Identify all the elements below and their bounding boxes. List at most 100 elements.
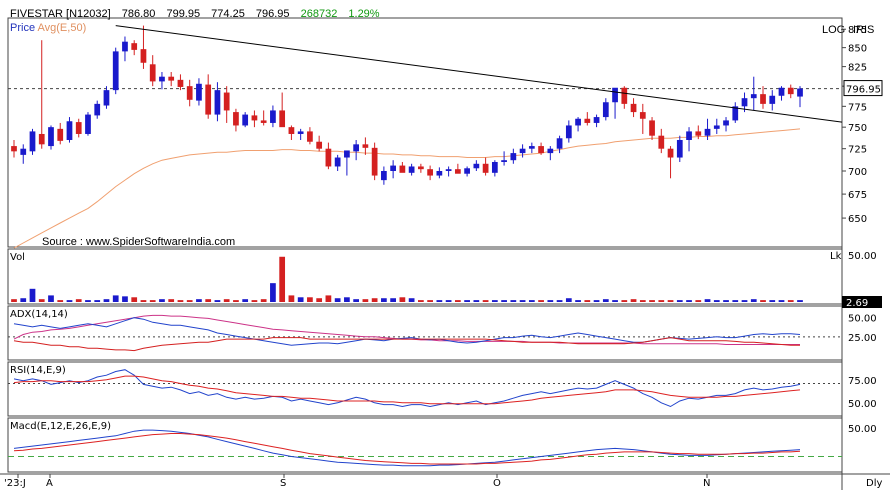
volume-bar: [519, 300, 526, 302]
volume-bar: [11, 299, 17, 302]
legend-avg: Avg(E,50): [37, 22, 87, 34]
vol-unit: Lk: [830, 251, 842, 262]
volume-bar: [159, 299, 165, 302]
volume-bar: [547, 300, 554, 302]
indicator-tick-label: 75.00: [848, 376, 877, 387]
candle-body: [242, 114, 249, 126]
volume-bar: [242, 299, 249, 302]
candle-body: [381, 170, 387, 181]
volume-bar: [353, 299, 360, 302]
iris-label[interactable]: IRIS: [853, 24, 875, 36]
candle-body: [177, 79, 184, 87]
volume-bar: [325, 295, 332, 302]
volume-bar: [473, 300, 480, 302]
last-price-label: 796.95: [846, 85, 881, 96]
volume-bar: [94, 300, 101, 302]
candle-body: [556, 138, 563, 149]
log-label[interactable]: LOG: [822, 24, 846, 36]
candle-body: [103, 90, 110, 106]
volume-bar: [390, 298, 396, 302]
pane-frame: [7, 305, 843, 361]
volume-bar: [445, 300, 452, 302]
candle-body: [149, 64, 156, 82]
volume-bar: [556, 300, 563, 302]
indicator-tick-label: 50.00: [848, 424, 877, 435]
candle-body: [750, 94, 757, 99]
candle-body: [122, 41, 128, 52]
price-legend: Price Avg(E,50): [10, 22, 86, 34]
volume-bar: [85, 300, 91, 302]
volume-bar: [288, 295, 295, 302]
volume-bar: [565, 298, 572, 302]
candle-body: [94, 103, 101, 116]
candle-body: [57, 128, 64, 141]
period-label: Dly: [866, 478, 882, 489]
volume-bar: [769, 300, 776, 302]
volume-value: 268732: [300, 8, 338, 20]
candle-body: [168, 76, 175, 81]
vol-last-label: 2.69: [846, 298, 868, 309]
volume-bar: [196, 299, 202, 302]
volume-bar: [713, 300, 720, 302]
candle-body: [436, 170, 443, 176]
candle-body: [85, 114, 91, 134]
price-tick-label: 725: [848, 145, 867, 156]
rsi-title: RSI(14,E,9): [10, 365, 66, 376]
volume-bar: [676, 300, 683, 302]
indicator-line: [13, 375, 801, 405]
volume-bar: [344, 297, 350, 302]
volume-bar: [602, 299, 609, 302]
volume-bar: [658, 300, 665, 302]
volume-bar: [436, 300, 443, 302]
candle-body: [713, 125, 720, 129]
candle-body: [473, 163, 480, 169]
volume-bar: [29, 288, 36, 302]
volume-bar: [778, 300, 785, 302]
volume-bar: [686, 300, 692, 302]
price-tick-label: 775: [848, 102, 867, 113]
candle-body: [593, 117, 600, 123]
volume-bar: [667, 300, 674, 302]
candle-body: [307, 131, 313, 142]
legend-price: Price: [10, 22, 36, 34]
volume-bar: [371, 298, 378, 302]
x-tick-label: S: [280, 478, 286, 489]
volume-bar: [38, 299, 45, 302]
candle-body: [658, 135, 665, 149]
candle-body: [630, 103, 637, 113]
candle-body: [612, 87, 618, 103]
volume-bar: [584, 300, 591, 302]
volume-bar: [538, 300, 544, 302]
candle-body: [667, 148, 674, 158]
candle-body: [399, 165, 406, 173]
volume-bar: [482, 300, 489, 302]
candle-body: [584, 118, 591, 123]
volume-bar: [223, 299, 230, 302]
candle-body: [112, 51, 119, 91]
candle-body: [20, 148, 27, 155]
candle-body: [29, 131, 36, 152]
candle-body: [760, 94, 766, 104]
high-value: 799.95: [166, 8, 201, 20]
chart-header: FIVESTAR [N12032] 786.80 799.95 774.25 7…: [10, 8, 388, 20]
volume-bar: [454, 300, 461, 302]
candle-body: [501, 160, 507, 162]
volume-bar: [334, 298, 341, 302]
candle-body: [454, 169, 461, 174]
candle-body: [427, 169, 433, 176]
volume-bar: [122, 296, 128, 302]
candle-body: [408, 166, 415, 173]
volume-bar: [233, 300, 239, 302]
change-pct: 1.29%: [348, 8, 380, 20]
price-tick-label: 825: [848, 63, 867, 74]
candle-body: [787, 87, 794, 95]
volume-bar: [797, 300, 803, 302]
candle-body: [205, 84, 212, 115]
candle-body: [639, 112, 646, 119]
adx-title: ADX(14,14): [10, 309, 68, 320]
volume-bar: [741, 300, 748, 302]
candle-body: [297, 131, 304, 134]
candle-body: [214, 90, 221, 115]
volume-bar: [279, 256, 286, 302]
